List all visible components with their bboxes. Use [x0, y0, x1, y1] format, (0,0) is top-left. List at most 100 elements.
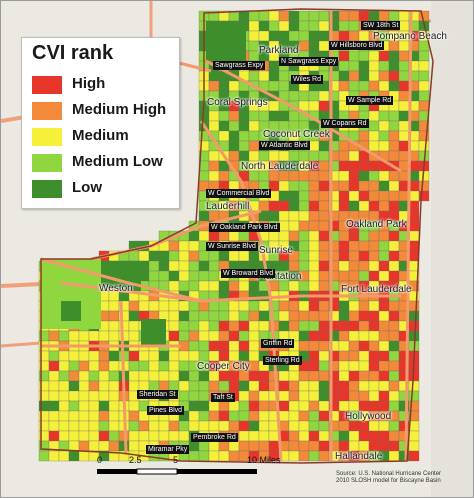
- cvi-tract: [288, 400, 300, 412]
- cvi-tract: [178, 280, 190, 292]
- cvi-tract: [348, 60, 360, 72]
- cvi-tract: [348, 200, 360, 212]
- cvi-tract: [368, 370, 380, 382]
- cvi-tract: [378, 130, 390, 142]
- cvi-tract: [388, 430, 400, 442]
- cvi-tract: [178, 380, 190, 392]
- cvi-tract: [148, 360, 160, 372]
- cvi-tract: [258, 110, 270, 122]
- cvi-tract: [378, 440, 390, 452]
- cvi-tract: [348, 190, 360, 202]
- cvi-tract: [108, 300, 120, 312]
- cvi-tract: [278, 320, 290, 332]
- cvi-tract: [318, 360, 330, 372]
- cvi-tract: [298, 200, 310, 212]
- cvi-tract: [168, 250, 180, 262]
- cvi-tract: [308, 10, 320, 22]
- cvi-tract: [208, 150, 220, 162]
- cvi-tract: [208, 260, 220, 272]
- cvi-tract: [128, 430, 140, 442]
- cvi-tract: [318, 20, 330, 32]
- cvi-tract: [298, 20, 310, 32]
- cvi-tract: [308, 90, 320, 102]
- cvi-tract: [358, 330, 370, 342]
- legend-label: Medium Low: [72, 153, 163, 170]
- cvi-tract: [198, 280, 210, 292]
- cvi-tract: [208, 310, 220, 322]
- cvi-tract: [388, 260, 400, 272]
- cvi-tract: [158, 250, 170, 262]
- cvi-tract: [58, 420, 70, 432]
- source-line-1: Source: U.S. National Hurricane Center: [336, 471, 442, 477]
- cvi-tract: [198, 410, 210, 422]
- cvi-tract: [228, 250, 240, 262]
- cvi-tract: [218, 80, 230, 92]
- cvi-tract: [368, 120, 380, 132]
- cvi-tract: [188, 300, 200, 312]
- cvi-tract: [388, 300, 400, 312]
- cvi-tract: [398, 140, 410, 152]
- cvi-tract: [188, 270, 200, 282]
- cvi-tract: [298, 90, 310, 102]
- cvi-tract: [398, 150, 410, 162]
- cvi-tract: [388, 360, 400, 372]
- cvi-regions: [38, 10, 430, 462]
- cvi-tract: [308, 210, 320, 222]
- cvi-tract: [348, 380, 360, 392]
- cvi-tract: [318, 160, 330, 172]
- cvi-tract: [368, 440, 380, 452]
- cvi-tract: [248, 400, 260, 412]
- cvi-tract: [268, 10, 280, 22]
- cvi-tract: [238, 410, 250, 422]
- cvi-tract: [298, 210, 310, 222]
- cvi-tract: [308, 20, 320, 32]
- cvi-tract: [348, 160, 360, 172]
- cvi-tract: [388, 200, 400, 212]
- cvi-tract: [388, 380, 400, 392]
- cvi-tract: [298, 450, 310, 462]
- cvi-tract: [348, 340, 360, 352]
- cvi-tract: [278, 80, 290, 92]
- cvi-tract: [78, 410, 90, 422]
- cvi-tract: [228, 130, 240, 142]
- cvi-tract: [278, 280, 290, 292]
- cvi-tract: [338, 170, 350, 182]
- cvi-tract: [378, 380, 390, 392]
- legend: CVI rank High Medium High Medium Medium Low…: [21, 37, 180, 209]
- cvi-tract: [348, 240, 360, 252]
- cvi-tract: [318, 430, 330, 442]
- cvi-tract: [218, 410, 230, 422]
- cvi-tract: [368, 270, 380, 282]
- cvi-tract: [208, 300, 220, 312]
- cvi-tract: [378, 10, 390, 22]
- cvi-tract: [398, 170, 410, 182]
- road-label: Wiles Rd: [291, 75, 324, 84]
- road-label: Sheridan St: [137, 390, 178, 399]
- cvi-tract: [358, 390, 370, 402]
- cvi-tract: [398, 70, 410, 82]
- cvi-tract: [308, 440, 320, 452]
- cvi-tract: [318, 330, 330, 342]
- cvi-tract: [228, 80, 240, 92]
- cvi-tract: [168, 300, 180, 312]
- cvi-tract: [288, 440, 300, 452]
- cvi-tract: [58, 390, 70, 402]
- cvi-tract: [378, 430, 390, 442]
- cvi-tract: [208, 270, 220, 282]
- cvi-tract: [408, 210, 420, 222]
- cvi-tract: [378, 170, 390, 182]
- cvi-tract: [228, 410, 240, 422]
- cvi-tract: [258, 410, 270, 422]
- cvi-tract: [188, 310, 200, 322]
- cvi-tract: [278, 230, 290, 242]
- cvi-tract: [258, 440, 270, 452]
- cvi-tract: [208, 70, 220, 82]
- cvi-tract: [258, 420, 270, 432]
- cvi-tract: [318, 450, 330, 462]
- cvi-tract: [48, 330, 60, 342]
- cvi-tract: [238, 310, 250, 322]
- cvi-tract: [388, 10, 400, 22]
- cvi-tract: [228, 380, 240, 392]
- legend-label: Low: [72, 179, 102, 196]
